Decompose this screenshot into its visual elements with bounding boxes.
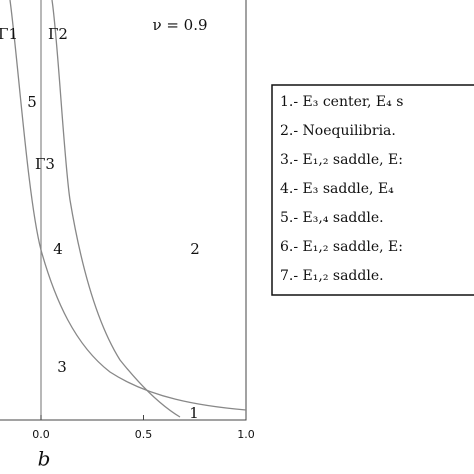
legend: 1.- E₃ center, E₄ s 2.- Noequilibria. 3.- … (280, 94, 403, 284)
region-label: 5 (27, 93, 37, 111)
plot-frame (0, 0, 247, 421)
parameter-label: ν = 0.9 (152, 16, 207, 34)
curve-label: Γ1 (0, 25, 18, 43)
region-label: 4 (53, 240, 63, 258)
curve-label: Γ3 (35, 155, 55, 173)
region-label: 3 (57, 358, 67, 376)
curve-label: Γ2 (48, 25, 68, 43)
legend-entry: 5.- E₃,₄ saddle. (280, 210, 384, 226)
legend-entry: 2.- Noequilibria. (280, 123, 396, 139)
legend-entry: 3.- E₁,₂ saddle, E: (280, 152, 403, 168)
legend-entry: 1.- E₃ center, E₄ s (280, 94, 403, 110)
curve-gamma2 (51, 0, 181, 418)
x-tick-label: 0.0 (32, 428, 50, 441)
x-tick-label: 0.5 (135, 428, 153, 441)
x-axis-label: b (38, 447, 51, 471)
region-label: 2 (190, 240, 200, 258)
legend-entry: 4.- E₃ saddle, E₄ (280, 181, 394, 197)
legend-box (271, 84, 474, 296)
region-label: 1 (189, 404, 199, 422)
legend-entry: 6.- E₁,₂ saddle, E: (280, 239, 403, 255)
curve-gamma1 (9, 0, 247, 411)
legend-entry: 7.- E₁,₂ saddle. (280, 268, 384, 284)
x-tick-label: 1.0 (237, 428, 255, 441)
